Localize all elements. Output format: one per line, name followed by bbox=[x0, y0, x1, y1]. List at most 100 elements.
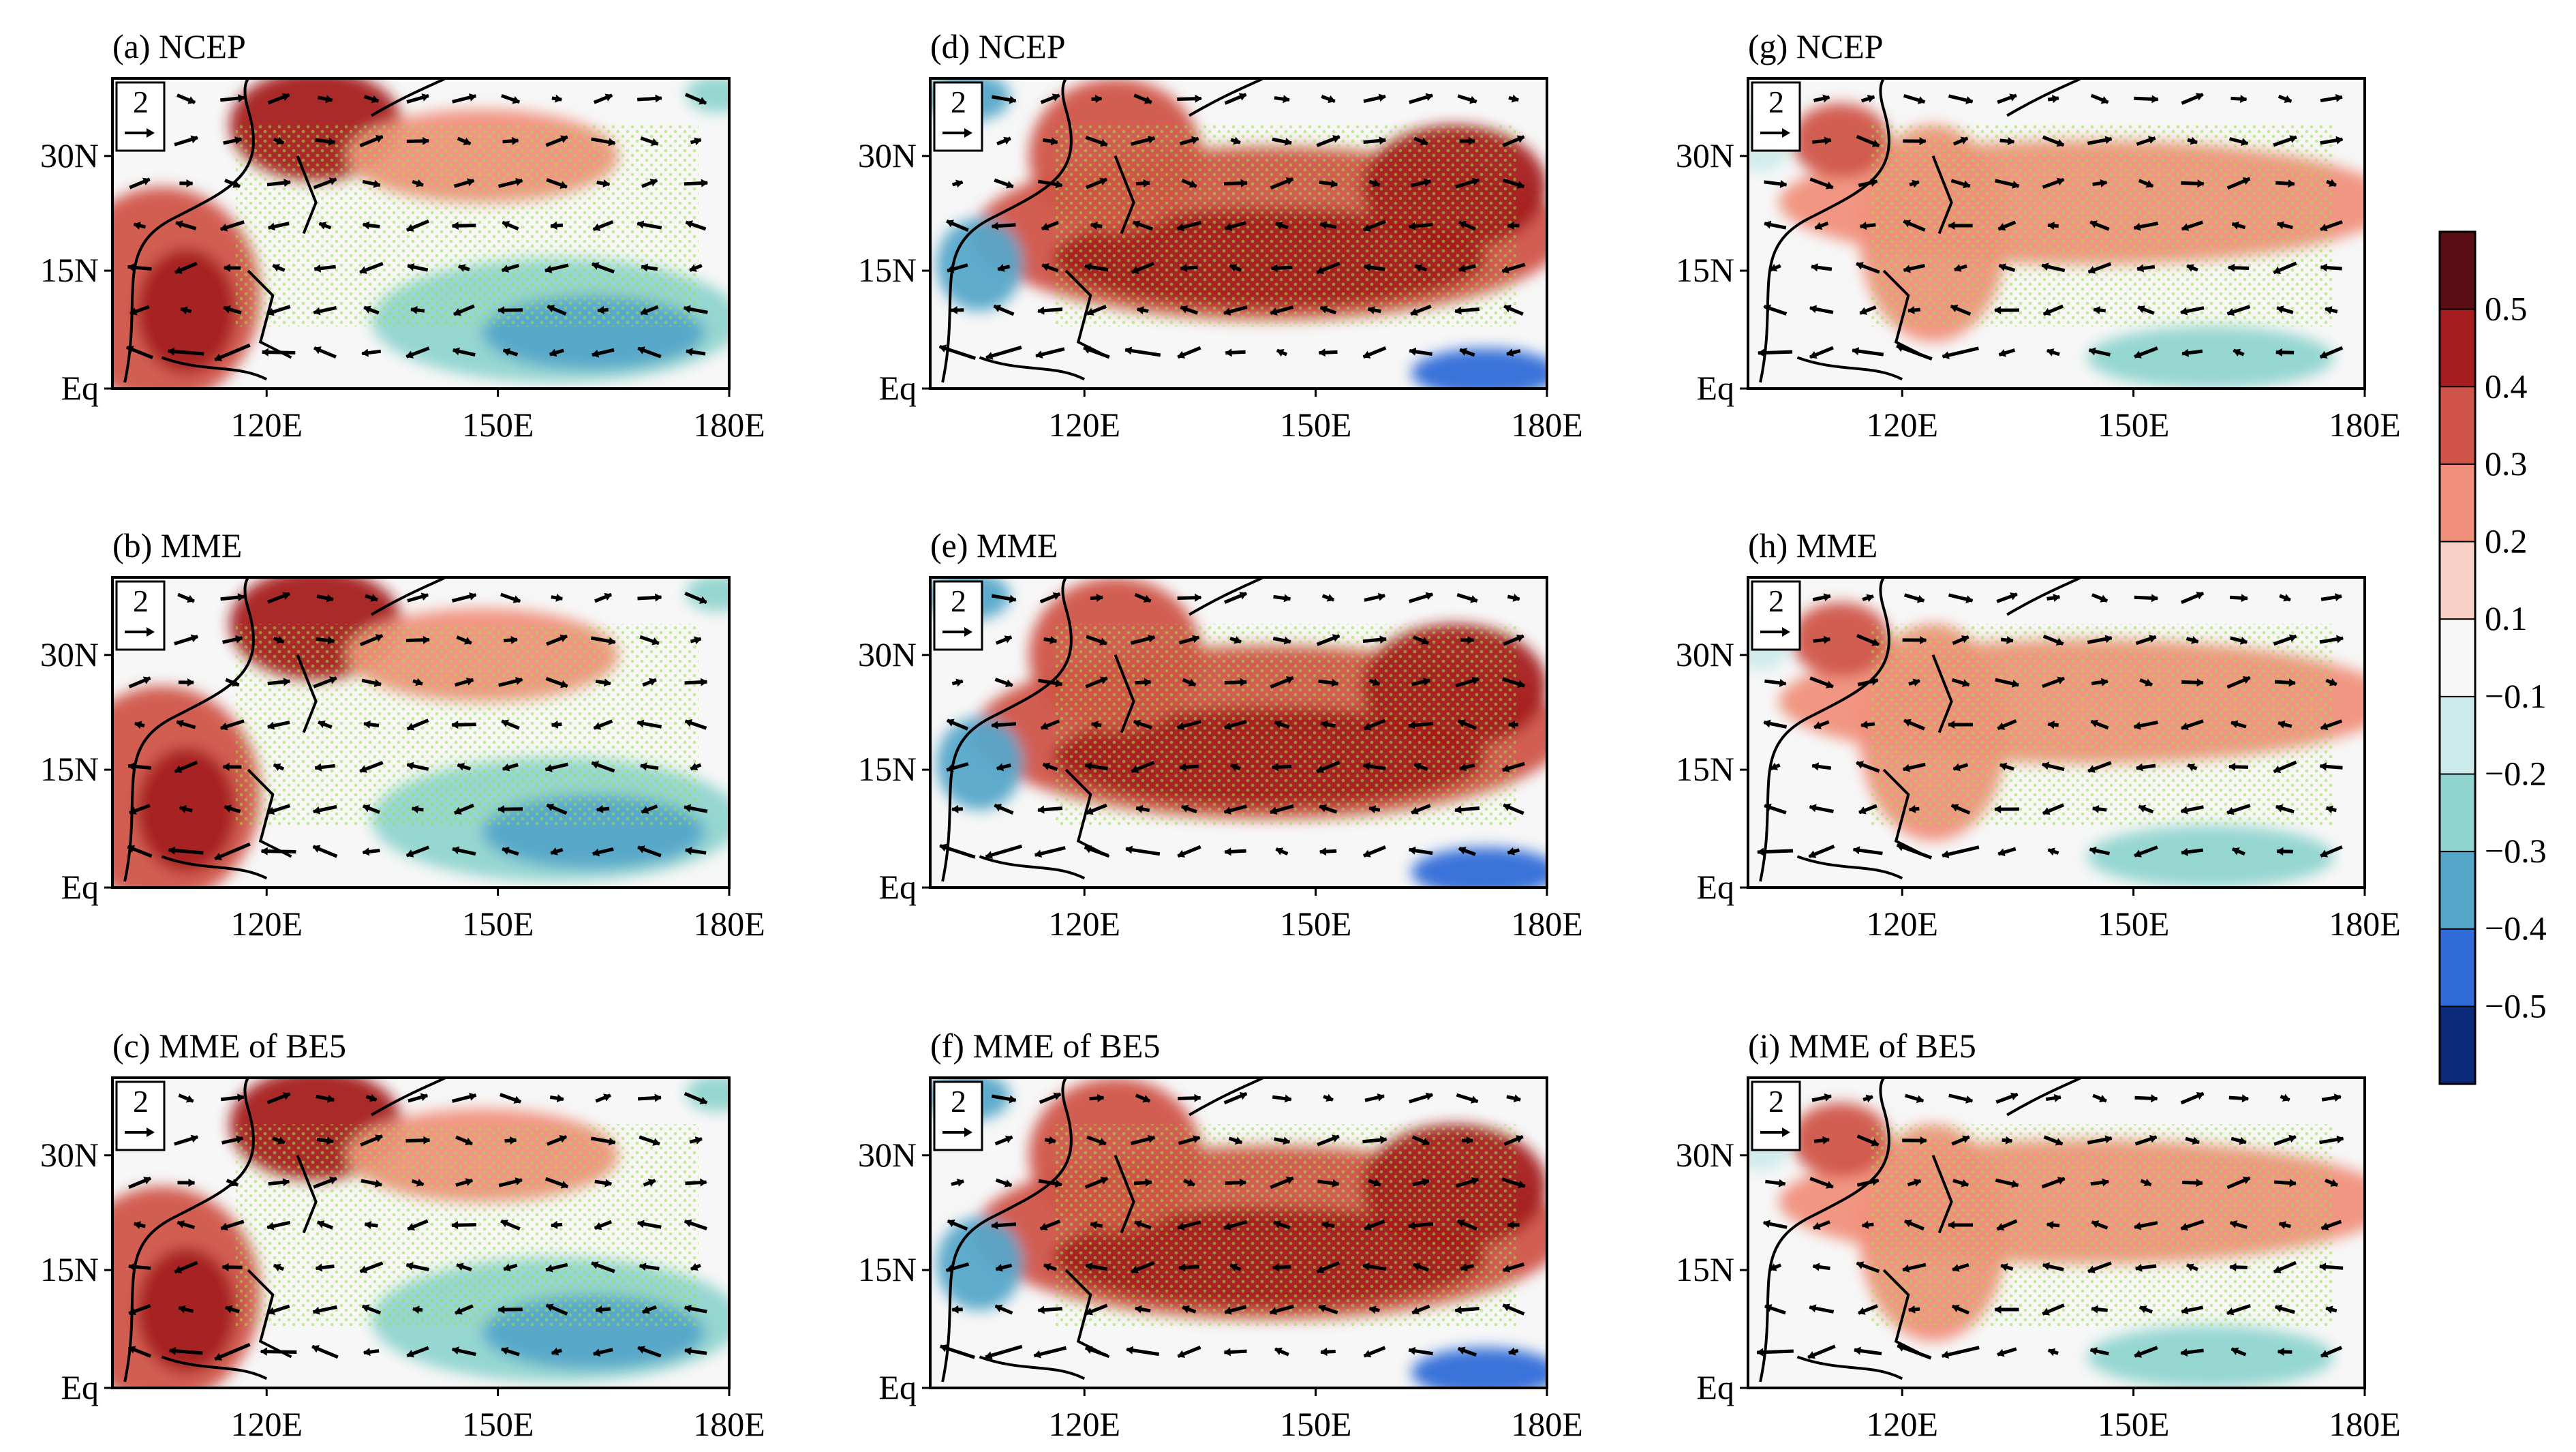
panel-frame bbox=[111, 77, 731, 390]
wind-vectors bbox=[939, 592, 1525, 859]
lat-tick-label: 30N bbox=[40, 136, 99, 175]
map-panel-a: (a) NCEP 2 30N 15N Eq 120E 150E 180E bbox=[40, 27, 765, 444]
reference-vector-box: 2 bbox=[115, 580, 166, 651]
lat-tick-label: Eq bbox=[1696, 1368, 1734, 1406]
reference-vector-box: 2 bbox=[115, 1080, 166, 1151]
map-panel-i: (i) MME of BE5 2 30N 15N Eq 120E 150E 180E bbox=[1676, 1027, 2401, 1443]
lon-tick-label: 180E bbox=[1511, 406, 1583, 444]
lon-tick-label: 120E bbox=[1866, 905, 1938, 943]
reference-vector-box: 2 bbox=[1751, 1080, 1801, 1151]
panel-title: (d) NCEP bbox=[930, 27, 1066, 65]
lon-tick-label: 150E bbox=[2098, 406, 2170, 444]
colorbar-segment bbox=[2440, 774, 2475, 852]
lat-tick-label: 15N bbox=[858, 750, 917, 788]
reference-vector-label: 2 bbox=[1768, 85, 1784, 119]
lat-tick-label: Eq bbox=[61, 1368, 99, 1406]
lon-tick-label: 150E bbox=[462, 406, 534, 444]
colorbar-segment bbox=[2440, 464, 2475, 543]
colorbar-label: −0.5 bbox=[2485, 986, 2547, 1025]
lat-tick-label: Eq bbox=[878, 369, 917, 407]
lon-tick-label: 180E bbox=[2329, 905, 2401, 943]
map-panel-c: (c) MME of BE5 2 30N 15N Eq 120E 150E 180E bbox=[40, 1027, 765, 1443]
colorbar-label: 0.5 bbox=[2485, 290, 2528, 328]
lon-tick-label: 150E bbox=[1280, 905, 1352, 943]
panel-frame bbox=[111, 1076, 731, 1389]
lon-tick-label: 180E bbox=[1511, 905, 1583, 943]
map-panel-f: (f) MME of BE5 2 30N 15N Eq 120E 150E 180E bbox=[858, 1027, 1583, 1443]
lat-tick-label: Eq bbox=[878, 868, 917, 906]
lat-tick-label: Eq bbox=[1696, 868, 1734, 906]
lon-tick-label: 180E bbox=[693, 1405, 765, 1443]
colorbar-segment bbox=[2440, 541, 2475, 620]
lat-tick-label: 15N bbox=[858, 1250, 917, 1288]
lat-tick-label: Eq bbox=[61, 868, 99, 906]
reference-vector-label: 2 bbox=[133, 584, 149, 618]
lat-tick-label: 15N bbox=[1676, 750, 1734, 788]
lon-tick-label: 180E bbox=[693, 905, 765, 943]
panel-title: (e) MME bbox=[930, 526, 1058, 564]
reference-vector-label: 2 bbox=[951, 85, 966, 119]
reference-vector-box: 2 bbox=[933, 1080, 983, 1151]
lon-tick-label: 150E bbox=[2098, 1405, 2170, 1443]
lat-tick-label: 15N bbox=[1676, 1250, 1734, 1288]
wind-vectors bbox=[1757, 93, 2344, 361]
reference-vector-label: 2 bbox=[951, 1084, 966, 1119]
lat-tick-label: 30N bbox=[858, 635, 917, 674]
panel-frame bbox=[1747, 77, 2366, 390]
panel-title: (i) MME of BE5 bbox=[1748, 1027, 1976, 1065]
lat-tick-label: 15N bbox=[40, 251, 99, 289]
lat-tick-label: 15N bbox=[1676, 251, 1734, 289]
colorbar-label: −0.2 bbox=[2485, 754, 2547, 792]
colorbar-label: −0.4 bbox=[2485, 909, 2547, 948]
panel-frame bbox=[1747, 576, 2366, 889]
wind-vectors bbox=[127, 592, 708, 861]
wind-vectors bbox=[938, 93, 1526, 360]
colorbar: 0.5 0.4 0.3 0.2 0.1 −0.1 −0.2 −0.3 −0.4 −0.5 bbox=[2438, 230, 2547, 1085]
lat-tick-label: 30N bbox=[40, 635, 99, 674]
lat-tick-label: 30N bbox=[40, 1136, 99, 1174]
colorbar-segment bbox=[2440, 851, 2475, 930]
lat-tick-label: 15N bbox=[40, 750, 99, 788]
lon-tick-label: 150E bbox=[462, 1405, 534, 1443]
colorbar-segment bbox=[2440, 309, 2475, 387]
lon-tick-label: 120E bbox=[1048, 905, 1120, 943]
colorbar-label: 0.3 bbox=[2485, 444, 2528, 483]
panel-title: (g) NCEP bbox=[1748, 27, 1884, 65]
lat-tick-label: 30N bbox=[1676, 1136, 1734, 1174]
map-panel-b: (b) MME 2 30N 15N Eq 120E 150E 180E bbox=[40, 526, 765, 943]
colorbar-label: 0.1 bbox=[2485, 599, 2528, 637]
panel-title: (h) MME bbox=[1748, 526, 1877, 564]
panel-frame bbox=[929, 77, 1548, 390]
panel-frame bbox=[929, 1076, 1548, 1389]
lon-tick-label: 150E bbox=[462, 905, 534, 943]
colorbar-label: −0.1 bbox=[2485, 677, 2547, 715]
colorbar-label: 0.2 bbox=[2485, 522, 2528, 560]
colorbar-segment bbox=[2440, 619, 2475, 697]
lat-tick-label: 15N bbox=[40, 1250, 99, 1288]
panel-title: (a) NCEP bbox=[112, 27, 246, 65]
panel-frame bbox=[1747, 1076, 2366, 1389]
lat-tick-label: 15N bbox=[858, 251, 917, 289]
lon-tick-label: 120E bbox=[1048, 1405, 1120, 1443]
reference-vector-box: 2 bbox=[1751, 580, 1801, 651]
reference-vector-box: 2 bbox=[933, 580, 983, 651]
map-panel-d: (d) NCEP 2 30N 15N Eq 120E 150E 180E bbox=[858, 27, 1583, 444]
lon-tick-label: 180E bbox=[2329, 1405, 2401, 1443]
colorbar-segment bbox=[2440, 696, 2475, 774]
map-panel-g: (g) NCEP 2 30N 15N Eq 120E 150E 180E bbox=[1676, 27, 2401, 444]
lon-tick-label: 120E bbox=[1048, 406, 1120, 444]
reference-vector-label: 2 bbox=[1768, 1084, 1784, 1119]
panel-grid: (a) NCEP 2 30N 15N Eq 120E 150E 180E (d) NCEP 2 30… bbox=[40, 27, 2401, 1443]
reference-vector-box: 2 bbox=[933, 81, 983, 152]
lat-tick-label: Eq bbox=[1696, 369, 1734, 407]
colorbar-segment bbox=[2440, 387, 2475, 465]
lat-tick-label: 30N bbox=[858, 136, 917, 175]
colorbar-segment bbox=[2440, 928, 2475, 1007]
colorbar-segment bbox=[2440, 1006, 2475, 1085]
reference-vector-label: 2 bbox=[951, 584, 966, 618]
reference-vector-box: 2 bbox=[115, 81, 166, 152]
reference-vector-label: 2 bbox=[133, 1084, 149, 1119]
reference-vector-label: 2 bbox=[1768, 584, 1784, 618]
lat-tick-label: 30N bbox=[858, 1136, 917, 1174]
lon-tick-label: 150E bbox=[2098, 905, 2170, 943]
